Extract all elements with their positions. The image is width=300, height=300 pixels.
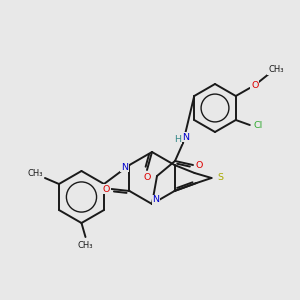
Text: N: N — [182, 133, 190, 142]
Text: S: S — [218, 173, 224, 182]
Text: CH₃: CH₃ — [268, 65, 283, 74]
Text: H: H — [175, 134, 182, 143]
Text: O: O — [251, 80, 259, 89]
Text: N: N — [121, 163, 128, 172]
Text: CH₃: CH₃ — [78, 241, 93, 250]
Text: O: O — [143, 172, 151, 182]
Text: O: O — [195, 160, 203, 169]
Text: O: O — [103, 184, 110, 194]
Text: CH₃: CH₃ — [27, 169, 43, 178]
Text: Cl: Cl — [253, 122, 262, 130]
Text: N: N — [152, 196, 160, 205]
